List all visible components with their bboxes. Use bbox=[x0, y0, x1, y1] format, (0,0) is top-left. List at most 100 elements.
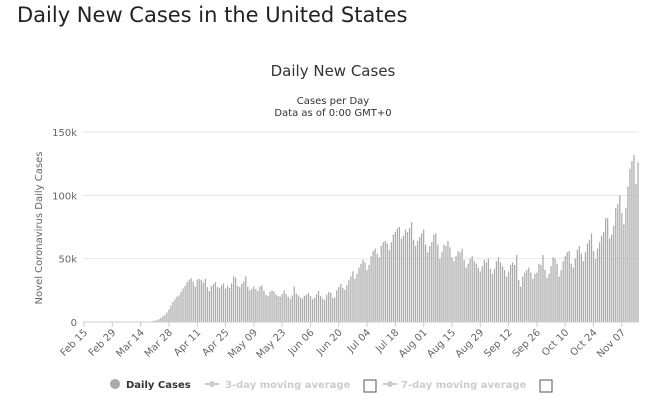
daily-cases-bar[interactable] bbox=[461, 248, 463, 322]
daily-cases-bar[interactable] bbox=[164, 315, 166, 322]
daily-cases-bar[interactable] bbox=[162, 316, 164, 322]
daily-cases-bar[interactable] bbox=[372, 251, 374, 322]
daily-cases-bar[interactable] bbox=[388, 249, 390, 322]
daily-cases-bar[interactable] bbox=[449, 247, 451, 322]
daily-cases-bar[interactable] bbox=[281, 294, 283, 322]
daily-cases-bar[interactable] bbox=[344, 289, 346, 322]
daily-cases-bar[interactable] bbox=[192, 281, 194, 322]
daily-cases-bar[interactable] bbox=[382, 242, 384, 322]
daily-cases-bar[interactable] bbox=[400, 238, 403, 322]
daily-cases-bar[interactable] bbox=[340, 284, 342, 322]
daily-cases-bar[interactable] bbox=[580, 253, 582, 322]
daily-cases-bar[interactable] bbox=[574, 258, 576, 322]
daily-cases-bar[interactable] bbox=[406, 232, 409, 322]
daily-cases-bar[interactable] bbox=[619, 195, 621, 322]
daily-cases-bar[interactable] bbox=[176, 296, 178, 322]
daily-cases-bar[interactable] bbox=[596, 248, 599, 322]
daily-cases-bar[interactable] bbox=[295, 293, 297, 323]
daily-cases-bar[interactable] bbox=[289, 298, 291, 322]
daily-cases-bar[interactable] bbox=[178, 295, 180, 322]
legend-item-7-day-average[interactable]: 7-day moving average bbox=[383, 380, 527, 391]
daily-cases-bar[interactable] bbox=[398, 227, 401, 322]
daily-cases-bar[interactable] bbox=[241, 284, 243, 322]
daily-cases-bar[interactable] bbox=[602, 232, 605, 322]
daily-cases-bar[interactable] bbox=[570, 263, 572, 322]
daily-cases-bar[interactable] bbox=[576, 249, 578, 322]
daily-cases-bar[interactable] bbox=[265, 294, 267, 322]
bar-series[interactable] bbox=[135, 154, 639, 323]
daily-cases-bar[interactable] bbox=[251, 289, 253, 322]
daily-cases-bar[interactable] bbox=[524, 272, 526, 322]
daily-cases-bar[interactable] bbox=[315, 294, 318, 322]
daily-cases-bar[interactable] bbox=[198, 278, 200, 322]
daily-cases-bar[interactable] bbox=[299, 297, 301, 322]
daily-cases-bar[interactable] bbox=[222, 283, 225, 322]
daily-cases-bar[interactable] bbox=[235, 277, 237, 322]
daily-cases-bar[interactable] bbox=[441, 252, 443, 322]
daily-cases-bar[interactable] bbox=[437, 244, 439, 322]
daily-cases-bar[interactable] bbox=[214, 282, 217, 322]
daily-cases-bar[interactable] bbox=[170, 305, 172, 322]
daily-cases-bar[interactable] bbox=[487, 258, 489, 322]
daily-cases-bar[interactable] bbox=[453, 261, 455, 322]
daily-cases-bar[interactable] bbox=[566, 252, 568, 322]
daily-cases-bar[interactable] bbox=[202, 282, 204, 322]
daily-cases-bar[interactable] bbox=[160, 317, 162, 322]
daily-cases-bar[interactable] bbox=[182, 288, 184, 322]
daily-cases-bar[interactable] bbox=[457, 251, 459, 322]
daily-cases-bar[interactable] bbox=[180, 291, 182, 322]
daily-cases-bar[interactable] bbox=[572, 267, 574, 322]
daily-cases-bar[interactable] bbox=[588, 239, 591, 322]
daily-cases-bar[interactable] bbox=[465, 267, 467, 322]
daily-cases-bar[interactable] bbox=[455, 256, 457, 322]
daily-cases-bar[interactable] bbox=[509, 265, 512, 322]
daily-cases-bar[interactable] bbox=[550, 266, 552, 322]
daily-cases-bar[interactable] bbox=[328, 292, 330, 322]
daily-cases-bar[interactable] bbox=[360, 263, 362, 322]
daily-cases-bar[interactable] bbox=[443, 244, 445, 322]
daily-cases-bar[interactable] bbox=[156, 320, 158, 322]
daily-cases-bar[interactable] bbox=[342, 287, 344, 322]
daily-cases-bar[interactable] bbox=[507, 271, 510, 322]
daily-cases-bar[interactable] bbox=[271, 290, 273, 322]
daily-cases-bar[interactable] bbox=[532, 278, 534, 322]
daily-cases-bar[interactable] bbox=[212, 284, 215, 322]
daily-cases-bar[interactable] bbox=[376, 253, 378, 322]
daily-cases-bar[interactable] bbox=[307, 292, 310, 322]
daily-cases-bar[interactable] bbox=[556, 263, 558, 322]
daily-cases-bar[interactable] bbox=[528, 267, 530, 322]
daily-cases-bar[interactable] bbox=[548, 273, 550, 322]
daily-cases-bar[interactable] bbox=[471, 256, 473, 322]
daily-cases-bar[interactable] bbox=[495, 261, 498, 322]
daily-cases-bar[interactable] bbox=[540, 265, 542, 322]
daily-cases-bar[interactable] bbox=[220, 285, 223, 322]
daily-cases-bar[interactable] bbox=[218, 287, 221, 322]
daily-cases-bar[interactable] bbox=[467, 263, 469, 322]
daily-cases-bar[interactable] bbox=[483, 259, 485, 322]
daily-cases-bar[interactable] bbox=[558, 276, 560, 322]
daily-cases-bar[interactable] bbox=[637, 162, 639, 322]
daily-cases-bar[interactable] bbox=[354, 278, 356, 322]
daily-cases-bar[interactable] bbox=[431, 242, 433, 322]
daily-cases-bar[interactable] bbox=[364, 262, 366, 322]
daily-cases-bar[interactable] bbox=[421, 233, 423, 322]
daily-cases-bar[interactable] bbox=[362, 259, 364, 322]
daily-cases-bar[interactable] bbox=[317, 290, 320, 322]
legend-item-daily-cases[interactable]: Daily Cases bbox=[110, 379, 191, 391]
daily-cases-bar[interactable] bbox=[505, 276, 508, 322]
daily-cases-bar[interactable] bbox=[621, 213, 623, 322]
daily-cases-bar[interactable] bbox=[584, 252, 587, 322]
daily-cases-bar[interactable] bbox=[226, 285, 229, 322]
daily-cases-bar[interactable] bbox=[259, 286, 261, 322]
daily-cases-bar[interactable] bbox=[590, 233, 593, 322]
daily-cases-bar[interactable] bbox=[172, 301, 174, 322]
daily-cases-bar[interactable] bbox=[210, 285, 213, 322]
daily-cases-bar[interactable] bbox=[489, 268, 492, 322]
daily-cases-bar[interactable] bbox=[239, 287, 241, 322]
daily-cases-bar[interactable] bbox=[216, 287, 219, 322]
daily-cases-bar[interactable] bbox=[536, 272, 538, 322]
daily-cases-bar[interactable] bbox=[546, 277, 548, 322]
daily-cases-bar[interactable] bbox=[394, 232, 396, 322]
daily-cases-bar[interactable] bbox=[412, 239, 415, 322]
daily-cases-bar[interactable] bbox=[499, 262, 502, 322]
